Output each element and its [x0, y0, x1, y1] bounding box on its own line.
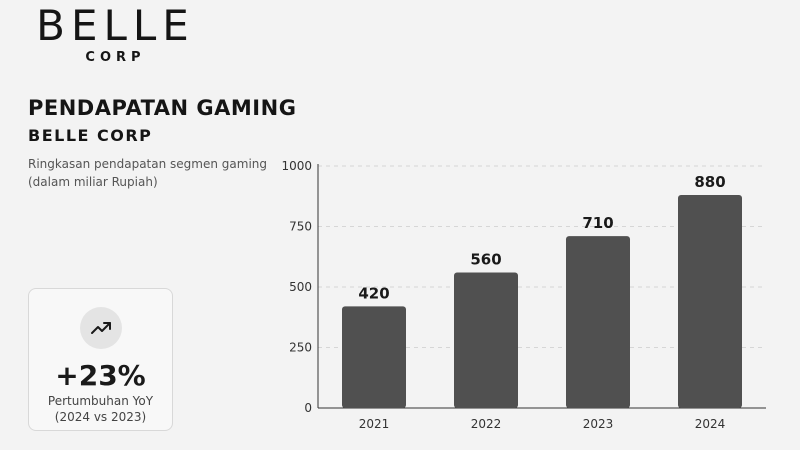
y-tick-label: 0 — [304, 401, 312, 415]
x-tick-label: 2021 — [359, 417, 390, 431]
y-tick-label: 250 — [289, 341, 312, 355]
description-line-1: Ringkasan pendapatan segmen gaming — [28, 157, 267, 171]
page-subtitle: BELLE CORP — [28, 126, 153, 145]
bar — [342, 306, 406, 408]
x-tick-label: 2023 — [583, 417, 614, 431]
yoy-growth-note: (2024 vs 2023) — [54, 410, 147, 424]
bar-value-label: 710 — [582, 214, 613, 232]
y-tick-label: 750 — [289, 220, 312, 234]
logo-wordmark: BELLE — [36, 1, 195, 50]
logo-subtext: CORP — [85, 50, 146, 65]
chart-description: Ringkasan pendapatan segmen gaming (dala… — [28, 155, 268, 191]
bar — [454, 272, 518, 408]
bar-value-label: 420 — [358, 284, 389, 302]
y-tick-label: 1000 — [281, 159, 312, 173]
description-line-2: (dalam miliar Rupiah) — [28, 175, 158, 189]
bar-value-label: 560 — [470, 250, 501, 268]
yoy-growth-value: +23% — [55, 359, 146, 392]
trending-up-icon — [79, 307, 122, 349]
bar — [566, 236, 630, 408]
page-title: PENDAPATAN GAMING — [28, 96, 297, 120]
yoy-growth-card: +23% Pertumbuhan YoY (2024 vs 2023) — [28, 288, 173, 431]
x-tick-label: 2022 — [471, 417, 502, 431]
bar — [678, 195, 742, 408]
company-logo: BELLE CORP — [28, 1, 203, 66]
y-tick-label: 500 — [289, 280, 312, 294]
revenue-bar-chart: 0 250 500 750 1000 420 2021 560 2022 710 2023 880 20… — [281, 159, 766, 431]
yoy-growth-label: Pertumbuhan YoY — [47, 394, 154, 408]
x-tick-label: 2024 — [695, 417, 726, 431]
bar-value-label: 880 — [694, 173, 725, 191]
